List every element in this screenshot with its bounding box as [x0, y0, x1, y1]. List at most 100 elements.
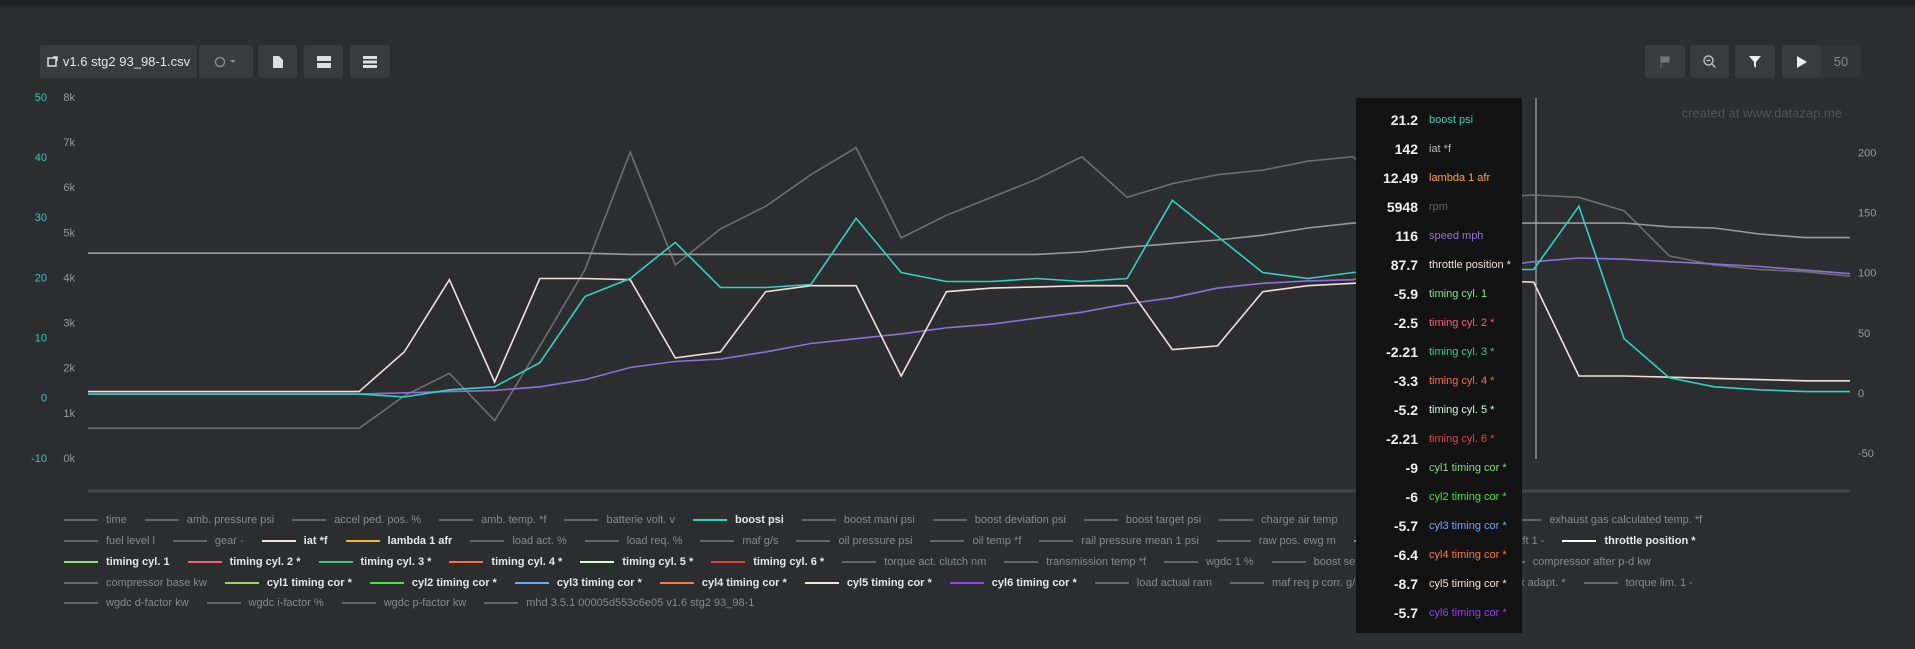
- legend-swatch: [801, 519, 836, 521]
- legend-swatch: [172, 540, 207, 542]
- legend-item[interactable]: oil pressure psi: [796, 535, 912, 547]
- legend-item[interactable]: boost target psi: [1083, 514, 1202, 526]
- legend-item[interactable]: load req. %: [584, 535, 682, 547]
- legend-item[interactable]: timing cyl. 5 *: [580, 556, 693, 568]
- legend-item[interactable]: iat *f: [261, 535, 328, 547]
- legend-item[interactable]: rail pressure mean 1 psi: [1039, 535, 1199, 547]
- legend-item[interactable]: boost psi: [692, 514, 784, 526]
- file-button[interactable]: v1.6 stg2 93_98-1.csv: [40, 45, 197, 78]
- legend-label: lambda 1 afr: [387, 535, 453, 547]
- layout-button[interactable]: [304, 45, 343, 78]
- legend-item[interactable]: amb. temp. *f: [439, 514, 546, 526]
- y-tick-label: 30: [35, 212, 47, 224]
- legend-label: boost target psi: [1125, 514, 1202, 526]
- legend-item[interactable]: torque lim. 1 -: [1583, 577, 1693, 589]
- y3-tick-label: 6k: [63, 182, 75, 194]
- legend-label: timing cyl. 2 *: [229, 556, 301, 568]
- legend-item[interactable]: maf g/s: [700, 535, 778, 547]
- play-button[interactable]: [1782, 45, 1821, 78]
- legend-item[interactable]: wgdc p-factor kw: [341, 597, 466, 609]
- legend-label: wgdc i-factor %: [248, 597, 324, 609]
- legend-item[interactable]: cyl5 timing cor *: [804, 577, 932, 589]
- series-line: [88, 146, 1851, 430]
- legend-item[interactable]: compressor base kw: [64, 577, 207, 589]
- legend-label: boost set: [1313, 556, 1359, 568]
- legend-label: raw pos. ewg m: [1258, 535, 1336, 547]
- legend-label: cyl3 timing cor *: [556, 577, 642, 589]
- y-tick-label: 50: [35, 92, 47, 104]
- flag-button[interactable]: [1645, 45, 1685, 78]
- legend-item[interactable]: time: [64, 514, 127, 526]
- legend-item[interactable]: timing cyl. 4 *: [449, 556, 562, 568]
- legend-label: boost psi: [734, 514, 784, 526]
- readout-row: -2.21 timing cyl. 6 *: [1356, 429, 1522, 449]
- legend-item[interactable]: wgdc 1 %: [1163, 556, 1254, 568]
- legend-item[interactable]: torque act. clutch nm: [842, 556, 986, 568]
- legend-swatch: [692, 519, 727, 521]
- zoom-button[interactable]: [1690, 45, 1729, 78]
- legend-item[interactable]: timing cyl. 2 *: [187, 556, 301, 568]
- legend-item[interactable]: load actual ram: [1094, 577, 1212, 589]
- legend-item[interactable]: timing cyl. 1: [64, 556, 170, 568]
- legend-item[interactable]: accel ped. pos. %: [292, 514, 421, 526]
- legend-swatch: [261, 540, 296, 542]
- legend-item[interactable]: cyl4 timing cor *: [659, 577, 787, 589]
- readout-row: 5948 rpm: [1356, 197, 1522, 217]
- readout-value: 5948: [1386, 199, 1418, 215]
- legend-item[interactable]: timing cyl. 3 *: [318, 556, 431, 568]
- legend-item[interactable]: maf req p corr. g/s: [1230, 577, 1361, 589]
- legend-item[interactable]: boost set: [1271, 556, 1359, 568]
- legend-item[interactable]: cyl2 timing cor *: [369, 577, 497, 589]
- legend-item[interactable]: batterie volt. v: [564, 514, 675, 526]
- legend-item[interactable]: cyl1 timing cor *: [224, 577, 352, 589]
- file-icon-button[interactable]: [258, 45, 297, 78]
- readout-row: -6 cyl2 timing cor *: [1356, 487, 1522, 507]
- legend-label: boost deviation psi: [974, 514, 1066, 526]
- legend-swatch: [949, 582, 984, 584]
- legend-swatch: [1216, 540, 1251, 542]
- y2-tick-label: 50: [1858, 328, 1870, 340]
- legend-item[interactable]: transmission temp *f: [1004, 556, 1146, 568]
- legend-item[interactable]: cyl6 timing cor *: [949, 577, 1077, 589]
- legend-item[interactable]: charge air temp: [1219, 514, 1338, 526]
- legend-item[interactable]: fuel level l: [64, 535, 155, 547]
- legend-item[interactable]: boost mani psi: [801, 514, 915, 526]
- legend-item[interactable]: cyl3 timing cor *: [514, 577, 642, 589]
- icon: [1749, 55, 1761, 68]
- y3-tick-label: 7k: [63, 137, 75, 149]
- legend-item[interactable]: raw pos. ewg m: [1216, 535, 1336, 547]
- legend-item[interactable]: mhd 3.5.1 00005d553c6e05 v1.6 stg2 93_98…: [484, 597, 754, 609]
- legend-item[interactable]: gear -: [172, 535, 244, 547]
- legend-item[interactable]: exhaust gas calculated temp. *f: [1507, 514, 1702, 526]
- legend-item[interactable]: load act. %: [470, 535, 567, 547]
- legend-swatch: [292, 519, 327, 521]
- y2-tick-label: 100: [1858, 268, 1876, 280]
- sync-button[interactable]: [199, 45, 253, 78]
- legend-swatch: [187, 561, 222, 563]
- legend-item[interactable]: wgdc d-factor kw: [64, 597, 189, 609]
- legend-item[interactable]: amb. pressure psi: [144, 514, 274, 526]
- legend-swatch: [1583, 582, 1618, 584]
- legend-label: fuel level l: [106, 535, 155, 547]
- speed-field[interactable]: 50: [1821, 45, 1861, 78]
- legend-item[interactable]: wgdc i-factor %: [206, 597, 324, 609]
- readout-row: 116 speed mph: [1356, 226, 1522, 246]
- legend-item[interactable]: oil temp *f: [930, 535, 1021, 547]
- legend-item[interactable]: boost deviation psi: [932, 514, 1066, 526]
- readout-row: -2.5 timing cyl. 2 *: [1356, 313, 1522, 333]
- readout-label: timing cyl. 1: [1429, 288, 1488, 300]
- filter-button[interactable]: [1735, 45, 1775, 78]
- readout-label: throttle position *: [1429, 259, 1511, 271]
- list-button[interactable]: [350, 45, 390, 78]
- legend-swatch: [449, 561, 484, 563]
- legend-swatch: [345, 540, 380, 542]
- readout-value: -2.21: [1386, 344, 1418, 360]
- legend-label: throttle position *: [1604, 535, 1696, 547]
- readout-label: cyl3 timing cor *: [1429, 520, 1507, 532]
- legend-item[interactable]: lambda 1 afr: [345, 535, 453, 547]
- readout-value: -8.7: [1393, 576, 1418, 592]
- legend-item[interactable]: throttle position *: [1562, 535, 1696, 547]
- legend-label: wgdc d-factor kw: [106, 597, 189, 609]
- readout-value: -5.9: [1393, 286, 1418, 302]
- legend-item[interactable]: timing cyl. 6 *: [711, 556, 824, 568]
